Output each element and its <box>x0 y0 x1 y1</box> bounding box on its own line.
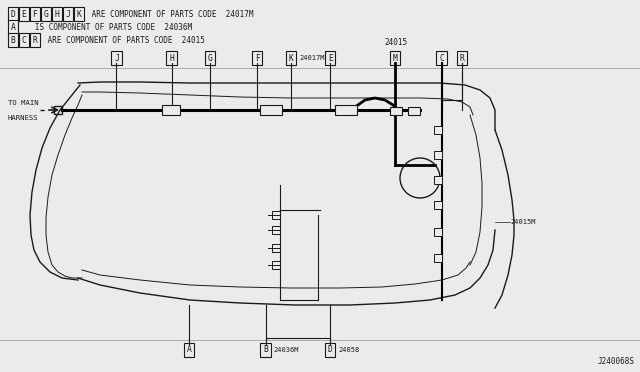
Bar <box>272 261 280 269</box>
Text: J: J <box>114 54 119 62</box>
Bar <box>434 254 442 262</box>
Bar <box>434 126 442 134</box>
Bar <box>434 176 442 184</box>
Text: D: D <box>11 10 15 19</box>
Text: H: H <box>54 10 60 19</box>
Text: HARNESS: HARNESS <box>8 115 38 121</box>
Text: C: C <box>439 54 444 62</box>
Text: J: J <box>65 10 70 19</box>
Text: F: F <box>33 10 37 19</box>
Bar <box>260 105 282 115</box>
Bar <box>162 105 180 115</box>
Text: 24058: 24058 <box>339 347 360 353</box>
Bar <box>390 107 402 115</box>
Text: H: H <box>169 54 174 62</box>
Text: C: C <box>22 35 26 45</box>
Bar <box>272 226 280 234</box>
Bar <box>434 151 442 159</box>
Text: M: M <box>392 54 397 62</box>
Text: TO MAIN: TO MAIN <box>8 100 38 106</box>
Text: E: E <box>328 54 333 62</box>
Text: E: E <box>22 10 26 19</box>
Bar <box>335 105 357 115</box>
Text: R: R <box>460 54 465 62</box>
Text: ARE COMPONENT OF PARTS CODE  24017M: ARE COMPONENT OF PARTS CODE 24017M <box>87 10 253 19</box>
Text: A: A <box>186 346 191 355</box>
Bar <box>408 107 420 115</box>
Text: 24015M: 24015M <box>510 219 536 225</box>
Text: 24017M: 24017M <box>300 55 324 61</box>
Text: IS COMPONENT OF PARTS CODE  24036M: IS COMPONENT OF PARTS CODE 24036M <box>21 22 192 32</box>
Bar <box>272 244 280 252</box>
Text: K: K <box>77 10 81 19</box>
Bar <box>434 201 442 209</box>
Text: D: D <box>328 346 333 355</box>
Bar <box>54 106 62 114</box>
Text: G: G <box>44 10 49 19</box>
Bar <box>272 211 280 219</box>
Text: 24015: 24015 <box>385 38 408 46</box>
Bar <box>434 228 442 236</box>
Text: A: A <box>11 22 15 32</box>
Text: K: K <box>289 54 294 62</box>
Text: G: G <box>207 54 212 62</box>
Text: B: B <box>11 35 15 45</box>
Text: 24036M: 24036M <box>274 347 299 353</box>
Text: J240068S: J240068S <box>598 357 635 366</box>
Text: B: B <box>263 346 268 355</box>
Text: F: F <box>255 54 260 62</box>
Text: ARE COMPONENT OF PARTS CODE  24015: ARE COMPONENT OF PARTS CODE 24015 <box>43 35 205 45</box>
Text: R: R <box>33 35 37 45</box>
